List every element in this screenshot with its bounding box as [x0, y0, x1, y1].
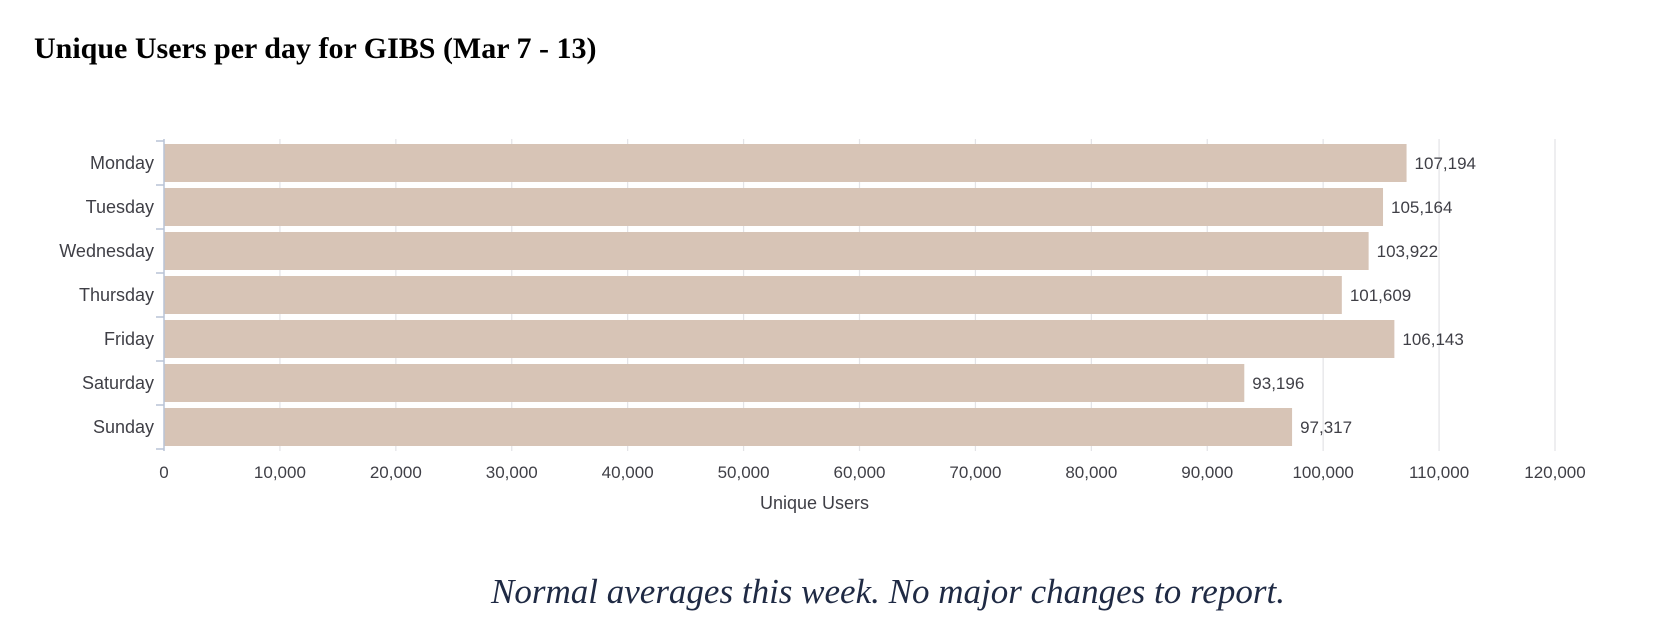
x-tick-label: 120,000 [1524, 463, 1585, 482]
x-tick-label: 50,000 [718, 463, 770, 482]
bar-sunday [164, 408, 1293, 446]
x-tick-label: 10,000 [254, 463, 306, 482]
x-tick-label: 70,000 [949, 463, 1001, 482]
value-labels: 107,194 105,164 103,922 101,609 106,143 93,19… [1252, 154, 1476, 437]
category-label: Friday [104, 329, 154, 349]
y-axis [156, 139, 165, 451]
x-tick-label: 110,000 [1409, 463, 1469, 482]
bars [164, 144, 1407, 446]
x-tick-label: 60,000 [834, 463, 886, 482]
category-label: Monday [90, 153, 154, 173]
x-tick-label: 90,000 [1181, 463, 1233, 482]
bar-monday [164, 144, 1407, 182]
value-label: 97,317 [1300, 418, 1352, 437]
category-label: Wednesday [59, 241, 154, 261]
category-label: Saturday [82, 373, 154, 393]
value-label: 107,194 [1415, 154, 1476, 173]
bar-wednesday [164, 232, 1369, 270]
summary-note: Normal averages this week. No major chan… [491, 572, 1285, 611]
x-tick-label: 80,000 [1065, 463, 1117, 482]
category-label: Tuesday [86, 197, 154, 217]
bar-thursday [164, 276, 1342, 314]
bar-saturday [164, 364, 1245, 402]
x-tick-labels: 0 10,000 20,000 30,000 40,000 50,000 60,000 70,… [159, 463, 1585, 482]
x-tick-label: 40,000 [602, 463, 654, 482]
x-tick-label: 30,000 [486, 463, 538, 482]
bar-tuesday [164, 188, 1384, 226]
x-tick-label: 20,000 [370, 463, 422, 482]
bar-chart: Monday Tuesday Wednesday Thursday Friday Satu… [59, 139, 1586, 513]
value-label: 106,143 [1402, 330, 1463, 349]
x-tick-label: 0 [159, 463, 168, 482]
x-tick-label: 100,000 [1292, 463, 1353, 482]
value-label: 101,609 [1350, 286, 1411, 305]
category-label: Thursday [79, 285, 154, 305]
category-labels: Monday Tuesday Wednesday Thursday Friday Satu… [59, 153, 154, 437]
value-label: 93,196 [1252, 374, 1304, 393]
bar-friday [164, 320, 1395, 358]
value-label: 105,164 [1391, 198, 1452, 217]
x-axis-title: Unique Users [760, 493, 869, 513]
value-label: 103,922 [1377, 242, 1438, 261]
page-title: Unique Users per day for GIBS (Mar 7 - 1… [34, 32, 597, 65]
category-label: Sunday [93, 417, 154, 437]
